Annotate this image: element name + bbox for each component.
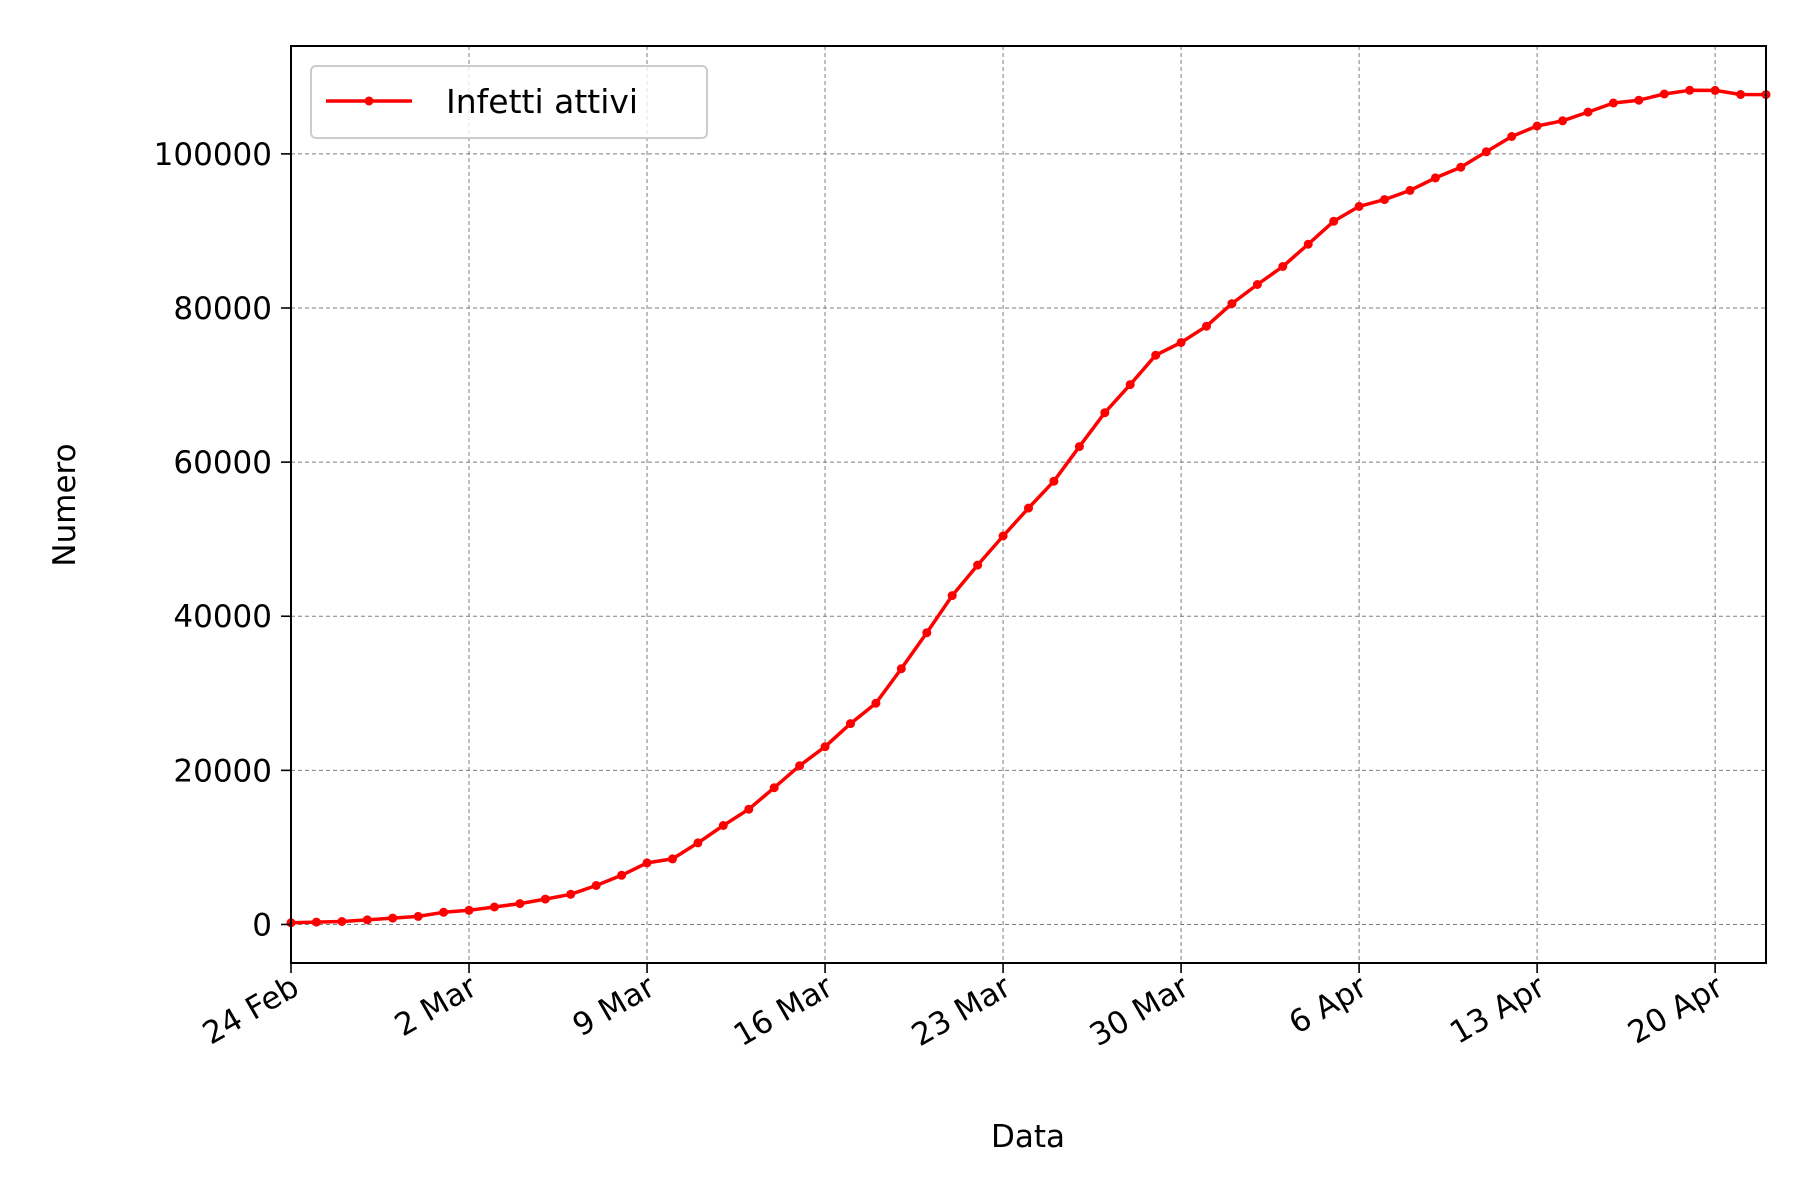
data-point bbox=[1176, 338, 1186, 347]
data-point bbox=[1125, 380, 1135, 390]
data-point bbox=[1329, 216, 1339, 226]
grid bbox=[290, 46, 1766, 963]
data-point bbox=[820, 742, 830, 752]
ticks bbox=[281, 153, 1716, 973]
data-point bbox=[413, 911, 423, 921]
y-tick-label: 100000 bbox=[154, 137, 272, 173]
data-point bbox=[617, 870, 627, 880]
series-layer bbox=[286, 85, 1771, 928]
data-point bbox=[439, 907, 449, 917]
data-point bbox=[591, 881, 601, 890]
data-point bbox=[973, 560, 983, 570]
data-point bbox=[1481, 147, 1491, 157]
data-point bbox=[693, 838, 703, 848]
data-point bbox=[871, 698, 881, 708]
data-point bbox=[540, 894, 550, 904]
data-point bbox=[769, 783, 779, 793]
legend-marker-sample bbox=[364, 96, 374, 106]
data-point bbox=[1659, 89, 1669, 99]
data-point bbox=[1100, 408, 1110, 418]
data-point bbox=[642, 858, 652, 868]
data-point bbox=[311, 917, 321, 927]
data-point bbox=[1024, 503, 1033, 513]
data-point bbox=[464, 905, 474, 915]
data-point bbox=[1227, 299, 1237, 309]
data-point bbox=[668, 854, 677, 864]
data-point bbox=[718, 821, 728, 830]
data-point bbox=[1532, 121, 1542, 131]
data-point bbox=[947, 591, 957, 601]
y-tick-label: 20000 bbox=[173, 753, 272, 789]
data-point bbox=[1405, 185, 1415, 195]
data-point bbox=[795, 761, 805, 771]
data-point bbox=[1354, 201, 1364, 211]
data-point bbox=[1736, 90, 1746, 99]
data-point bbox=[1049, 476, 1059, 486]
y-tick-label: 0 bbox=[252, 907, 272, 943]
data-point bbox=[1608, 98, 1618, 108]
legend: Infetti attivi bbox=[310, 65, 708, 139]
data-point bbox=[1202, 321, 1211, 331]
data-point bbox=[1583, 107, 1593, 117]
data-point bbox=[1710, 85, 1720, 95]
data-point bbox=[515, 899, 525, 909]
data-point bbox=[337, 917, 347, 926]
data-point bbox=[1558, 116, 1568, 126]
data-point bbox=[998, 531, 1008, 541]
data-point bbox=[362, 915, 372, 925]
data-point bbox=[1685, 85, 1695, 95]
y-tick-label: 80000 bbox=[173, 291, 272, 327]
data-point bbox=[1380, 195, 1389, 205]
data-point bbox=[1430, 173, 1440, 183]
legend-label: Infetti attivi bbox=[446, 82, 638, 121]
plot-frame bbox=[290, 45, 1767, 964]
data-point bbox=[1278, 262, 1288, 271]
data-point bbox=[896, 664, 906, 674]
y-axis-label: Numero bbox=[47, 443, 83, 566]
y-tick-label: 40000 bbox=[173, 599, 272, 635]
data-point bbox=[846, 719, 855, 729]
data-point bbox=[1303, 239, 1313, 249]
data-point bbox=[1151, 350, 1161, 360]
data-point bbox=[1456, 162, 1466, 172]
data-point bbox=[566, 889, 576, 899]
data-point bbox=[1074, 442, 1084, 452]
data-point bbox=[388, 913, 398, 923]
legend-box bbox=[310, 65, 708, 139]
data-point bbox=[922, 628, 932, 638]
data-point bbox=[1507, 132, 1517, 141]
y-tick-label: 60000 bbox=[173, 445, 272, 481]
x-axis-label: Data bbox=[991, 1119, 1065, 1155]
data-point bbox=[1634, 95, 1644, 105]
data-point bbox=[1252, 280, 1262, 289]
data-point bbox=[744, 804, 754, 814]
data-point bbox=[489, 902, 499, 912]
